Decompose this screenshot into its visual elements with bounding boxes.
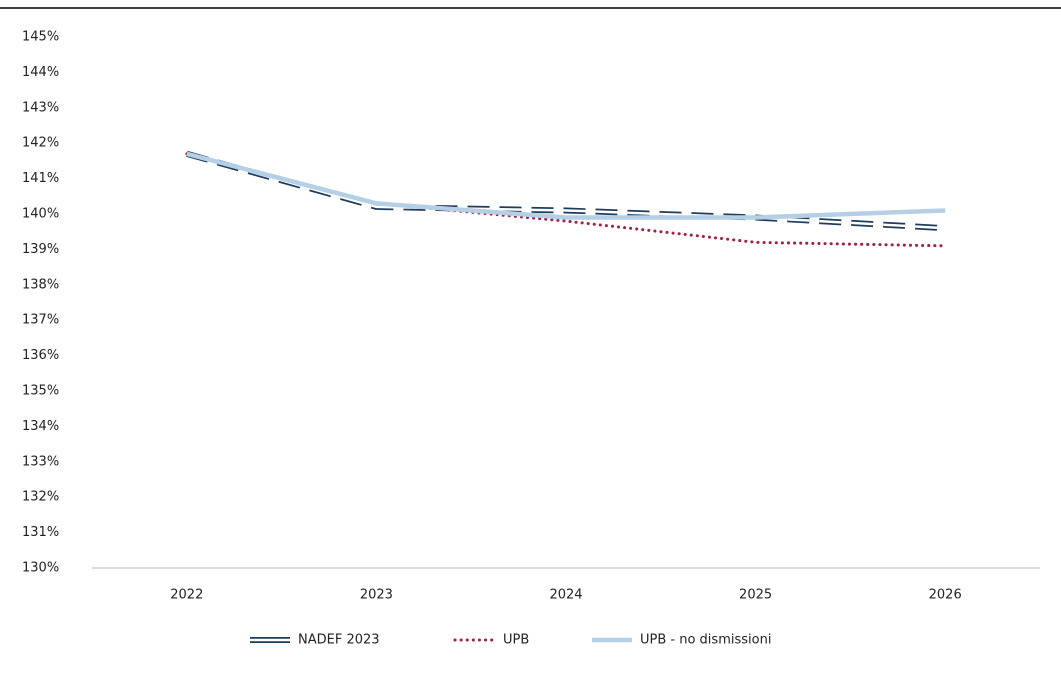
y-tick-label: 133% [22, 454, 59, 469]
y-tick-label: 130% [22, 561, 59, 576]
legend-label: UPB - no dismissioni [640, 633, 771, 648]
y-tick-label: 144% [22, 65, 59, 80]
y-tick-label: 135% [22, 384, 59, 399]
legend-label: UPB [503, 633, 529, 648]
y-tick-label: 136% [22, 348, 59, 363]
y-tick-label: 137% [22, 313, 59, 328]
y-tick-label: 141% [22, 171, 59, 186]
y-tick-label: 143% [22, 100, 59, 115]
y-tick-label: 142% [22, 136, 59, 151]
series-line [186, 151, 946, 220]
y-tick-label: 134% [22, 419, 59, 434]
x-tick-label: 2025 [739, 588, 772, 603]
x-tick-label: 2023 [360, 588, 393, 603]
x-tick-label: 2024 [549, 588, 582, 603]
y-tick-label: 132% [22, 490, 59, 505]
legend-label: NADEF 2023 [298, 633, 380, 648]
x-tick-label: 2026 [929, 588, 962, 603]
y-tick-label: 140% [22, 207, 59, 222]
y-tick-label: 138% [22, 277, 59, 292]
series-line [186, 152, 946, 230]
series-line [185, 152, 947, 248]
x-tick-label: 2022 [170, 588, 203, 603]
y-tick-label: 145% [22, 30, 59, 45]
y-tick-label: 131% [22, 525, 59, 540]
y-tick-label: 139% [22, 242, 59, 257]
